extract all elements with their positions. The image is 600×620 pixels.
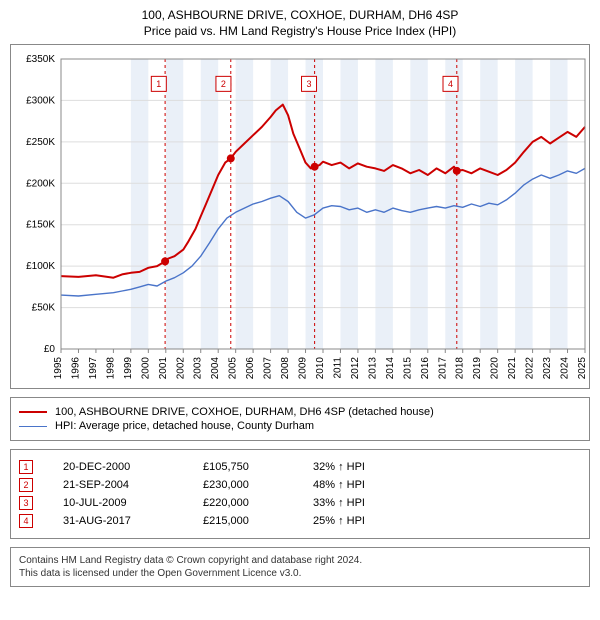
year-band (166, 59, 183, 349)
x-tick-label: 2002 (175, 357, 186, 379)
marker-number: 3 (307, 79, 312, 89)
transaction-row: 3 10-JUL-2009£220,00033% ↑ HPI (19, 496, 581, 510)
footer-line1: Contains HM Land Registry data © Crown c… (19, 554, 581, 567)
marker-number: 1 (156, 79, 161, 89)
x-tick-label: 2017 (437, 357, 448, 379)
year-band (201, 59, 218, 349)
transaction-marker-num: 2 (19, 478, 33, 492)
y-tick-label: £0 (44, 344, 56, 355)
year-band (410, 59, 427, 349)
x-tick-label: 2023 (542, 357, 553, 379)
x-tick-label: 2007 (263, 357, 274, 379)
legend-item: HPI: Average price, detached house, Coun… (19, 420, 581, 432)
y-tick-label: £100K (26, 261, 55, 272)
y-tick-label: £300K (26, 95, 55, 106)
x-tick-label: 2020 (490, 357, 501, 379)
year-band (515, 59, 532, 349)
transaction-pct: 32% ↑ HPI (313, 461, 423, 473)
legend-item: 100, ASHBOURNE DRIVE, COXHOE, DURHAM, DH… (19, 406, 581, 418)
legend-label: HPI: Average price, detached house, Coun… (55, 420, 314, 432)
x-tick-label: 2008 (280, 357, 291, 379)
price-chart: £0 £50K £100K £150K £200K £250K £300K £350K 1995… (15, 49, 591, 379)
marker-number: 4 (448, 79, 453, 89)
x-tick-label: 2018 (455, 357, 466, 379)
transaction-row: 1 20-DEC-2000£105,75032% ↑ HPI (19, 460, 581, 474)
x-tick-label: 2006 (245, 357, 256, 379)
x-tick-label: 2015 (402, 357, 413, 379)
year-band (271, 59, 288, 349)
legend-panel: 100, ASHBOURNE DRIVE, COXHOE, DURHAM, DH… (10, 397, 590, 441)
y-tick-label: £50K (32, 303, 56, 314)
y-tick-label: £350K (26, 54, 55, 65)
marker-number: 2 (221, 79, 226, 89)
marker-dot (161, 257, 169, 265)
x-tick-label: 2014 (385, 357, 396, 379)
x-tick-label: 2012 (350, 357, 361, 379)
transaction-date: 20-DEC-2000 (63, 461, 203, 473)
transaction-price: £105,750 (203, 461, 313, 473)
transaction-price: £220,000 (203, 497, 313, 509)
y-tick-label: £150K (26, 220, 55, 231)
x-tick-label: 2004 (210, 357, 221, 379)
transaction-marker-num: 4 (19, 514, 33, 528)
x-tick-label: 1995 (53, 357, 64, 379)
year-band (550, 59, 567, 349)
x-tick-label: 1996 (70, 357, 81, 379)
transaction-price: £215,000 (203, 515, 313, 527)
x-tick-label: 2013 (367, 357, 378, 379)
title-address: 100, ASHBOURNE DRIVE, COXHOE, DURHAM, DH… (10, 8, 590, 22)
y-tick-label: £250K (26, 137, 55, 148)
x-tick-label: 2003 (193, 357, 204, 379)
footer-line2: This data is licensed under the Open Gov… (19, 567, 581, 580)
marker-dot (453, 167, 461, 175)
year-band (375, 59, 392, 349)
y-tick-label: £200K (26, 178, 55, 189)
transaction-marker-num: 3 (19, 496, 33, 510)
marker-dot (227, 154, 235, 162)
x-tick-label: 1997 (88, 357, 99, 379)
x-tick-label: 2019 (472, 357, 483, 379)
x-tick-label: 1999 (123, 357, 134, 379)
transaction-pct: 48% ↑ HPI (313, 479, 423, 491)
transaction-date: 31-AUG-2017 (63, 515, 203, 527)
year-band (340, 59, 357, 349)
x-tick-label: 2011 (332, 357, 343, 379)
year-band (131, 59, 148, 349)
legend-label: 100, ASHBOURNE DRIVE, COXHOE, DURHAM, DH… (55, 406, 434, 418)
transaction-pct: 25% ↑ HPI (313, 515, 423, 527)
title-subtitle: Price paid vs. HM Land Registry's House … (10, 24, 590, 38)
x-tick-label: 2000 (140, 357, 151, 379)
legend-swatch (19, 426, 47, 427)
transactions-panel: 1 20-DEC-2000£105,75032% ↑ HPI 2 21-SEP-200… (10, 449, 590, 539)
chart-titles: 100, ASHBOURNE DRIVE, COXHOE, DURHAM, DH… (10, 8, 590, 38)
x-tick-label: 2009 (298, 357, 309, 379)
x-tick-label: 2010 (315, 357, 326, 379)
page-container: 100, ASHBOURNE DRIVE, COXHOE, DURHAM, DH… (0, 0, 600, 597)
transaction-date: 10-JUL-2009 (63, 497, 203, 509)
transaction-price: £230,000 (203, 479, 313, 491)
x-tick-label: 2022 (525, 357, 536, 379)
year-band (445, 59, 462, 349)
chart-panel: £0 £50K £100K £150K £200K £250K £300K £350K 1995… (10, 44, 590, 389)
transaction-date: 21-SEP-2004 (63, 479, 203, 491)
x-tick-label: 2005 (228, 357, 239, 379)
marker-dot (311, 163, 319, 171)
transaction-marker-num: 1 (19, 460, 33, 474)
year-band (236, 59, 253, 349)
x-tick-label: 1998 (105, 357, 116, 379)
x-tick-label: 2024 (560, 357, 571, 379)
transaction-pct: 33% ↑ HPI (313, 497, 423, 509)
legend-swatch (19, 411, 47, 413)
x-tick-label: 2025 (577, 357, 588, 379)
x-tick-label: 2016 (420, 357, 431, 379)
transaction-row: 2 21-SEP-2004£230,00048% ↑ HPI (19, 478, 581, 492)
footer-panel: Contains HM Land Registry data © Crown c… (10, 547, 590, 587)
transaction-row: 4 31-AUG-2017£215,00025% ↑ HPI (19, 514, 581, 528)
x-tick-label: 2001 (158, 357, 169, 379)
x-tick-label: 2021 (507, 357, 518, 379)
